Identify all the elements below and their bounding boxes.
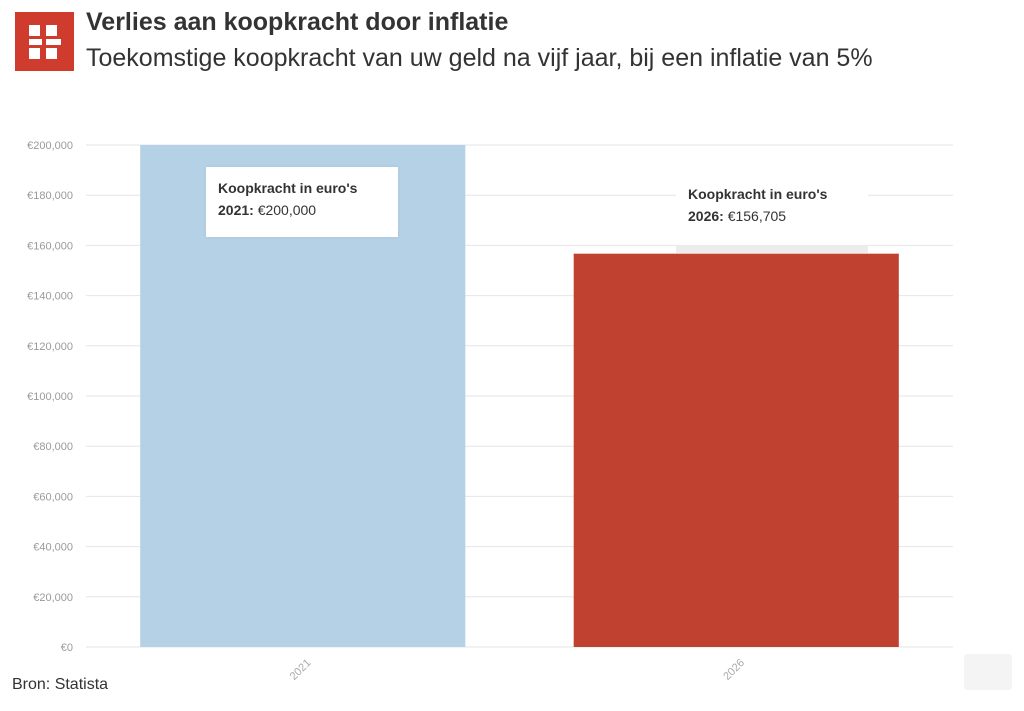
y-tick-label: €20,000 — [33, 592, 73, 604]
y-tick-label: €180,000 — [27, 190, 73, 202]
page-title: Verlies aan koopkracht door inflatie — [86, 8, 509, 36]
page-subtitle: Toekomstige koopkracht van uw geld na vi… — [86, 44, 873, 72]
y-tick-label: €120,000 — [27, 341, 73, 353]
x-tick-label: 2021 — [288, 657, 314, 683]
fullscreen-button[interactable] — [964, 654, 1012, 690]
tooltip-value: €156,705 — [727, 208, 787, 224]
y-tick-label: €140,000 — [27, 291, 73, 303]
tooltip-2026: Koopkracht in euro's 2026: €156,705 — [676, 173, 868, 245]
tooltip-2021: Koopkracht in euro's 2021: €200,000 — [206, 167, 398, 237]
tooltip-label: 2021: — [218, 202, 254, 218]
bar-2026[interactable] — [573, 253, 899, 647]
y-tick-label: €60,000 — [33, 491, 73, 503]
y-tick-label: €80,000 — [33, 441, 73, 453]
brand-logo — [15, 12, 74, 71]
tooltip-value: €200,000 — [257, 202, 317, 218]
x-tick-label: 2026 — [721, 657, 747, 683]
y-tick-label: €200,000 — [27, 140, 73, 152]
source-note: Bron: Statista — [12, 676, 109, 693]
y-tick-label: €100,000 — [27, 391, 73, 403]
tooltip-label: 2026: — [688, 208, 724, 224]
y-tick-label: €160,000 — [27, 240, 73, 252]
logo-icon — [28, 24, 61, 59]
tooltip-series-name: Koopkracht in euro's — [688, 186, 828, 202]
tooltip-series-name: Koopkracht in euro's — [218, 180, 358, 196]
y-tick-label: €0 — [61, 642, 73, 654]
y-tick-label: €40,000 — [33, 542, 73, 554]
